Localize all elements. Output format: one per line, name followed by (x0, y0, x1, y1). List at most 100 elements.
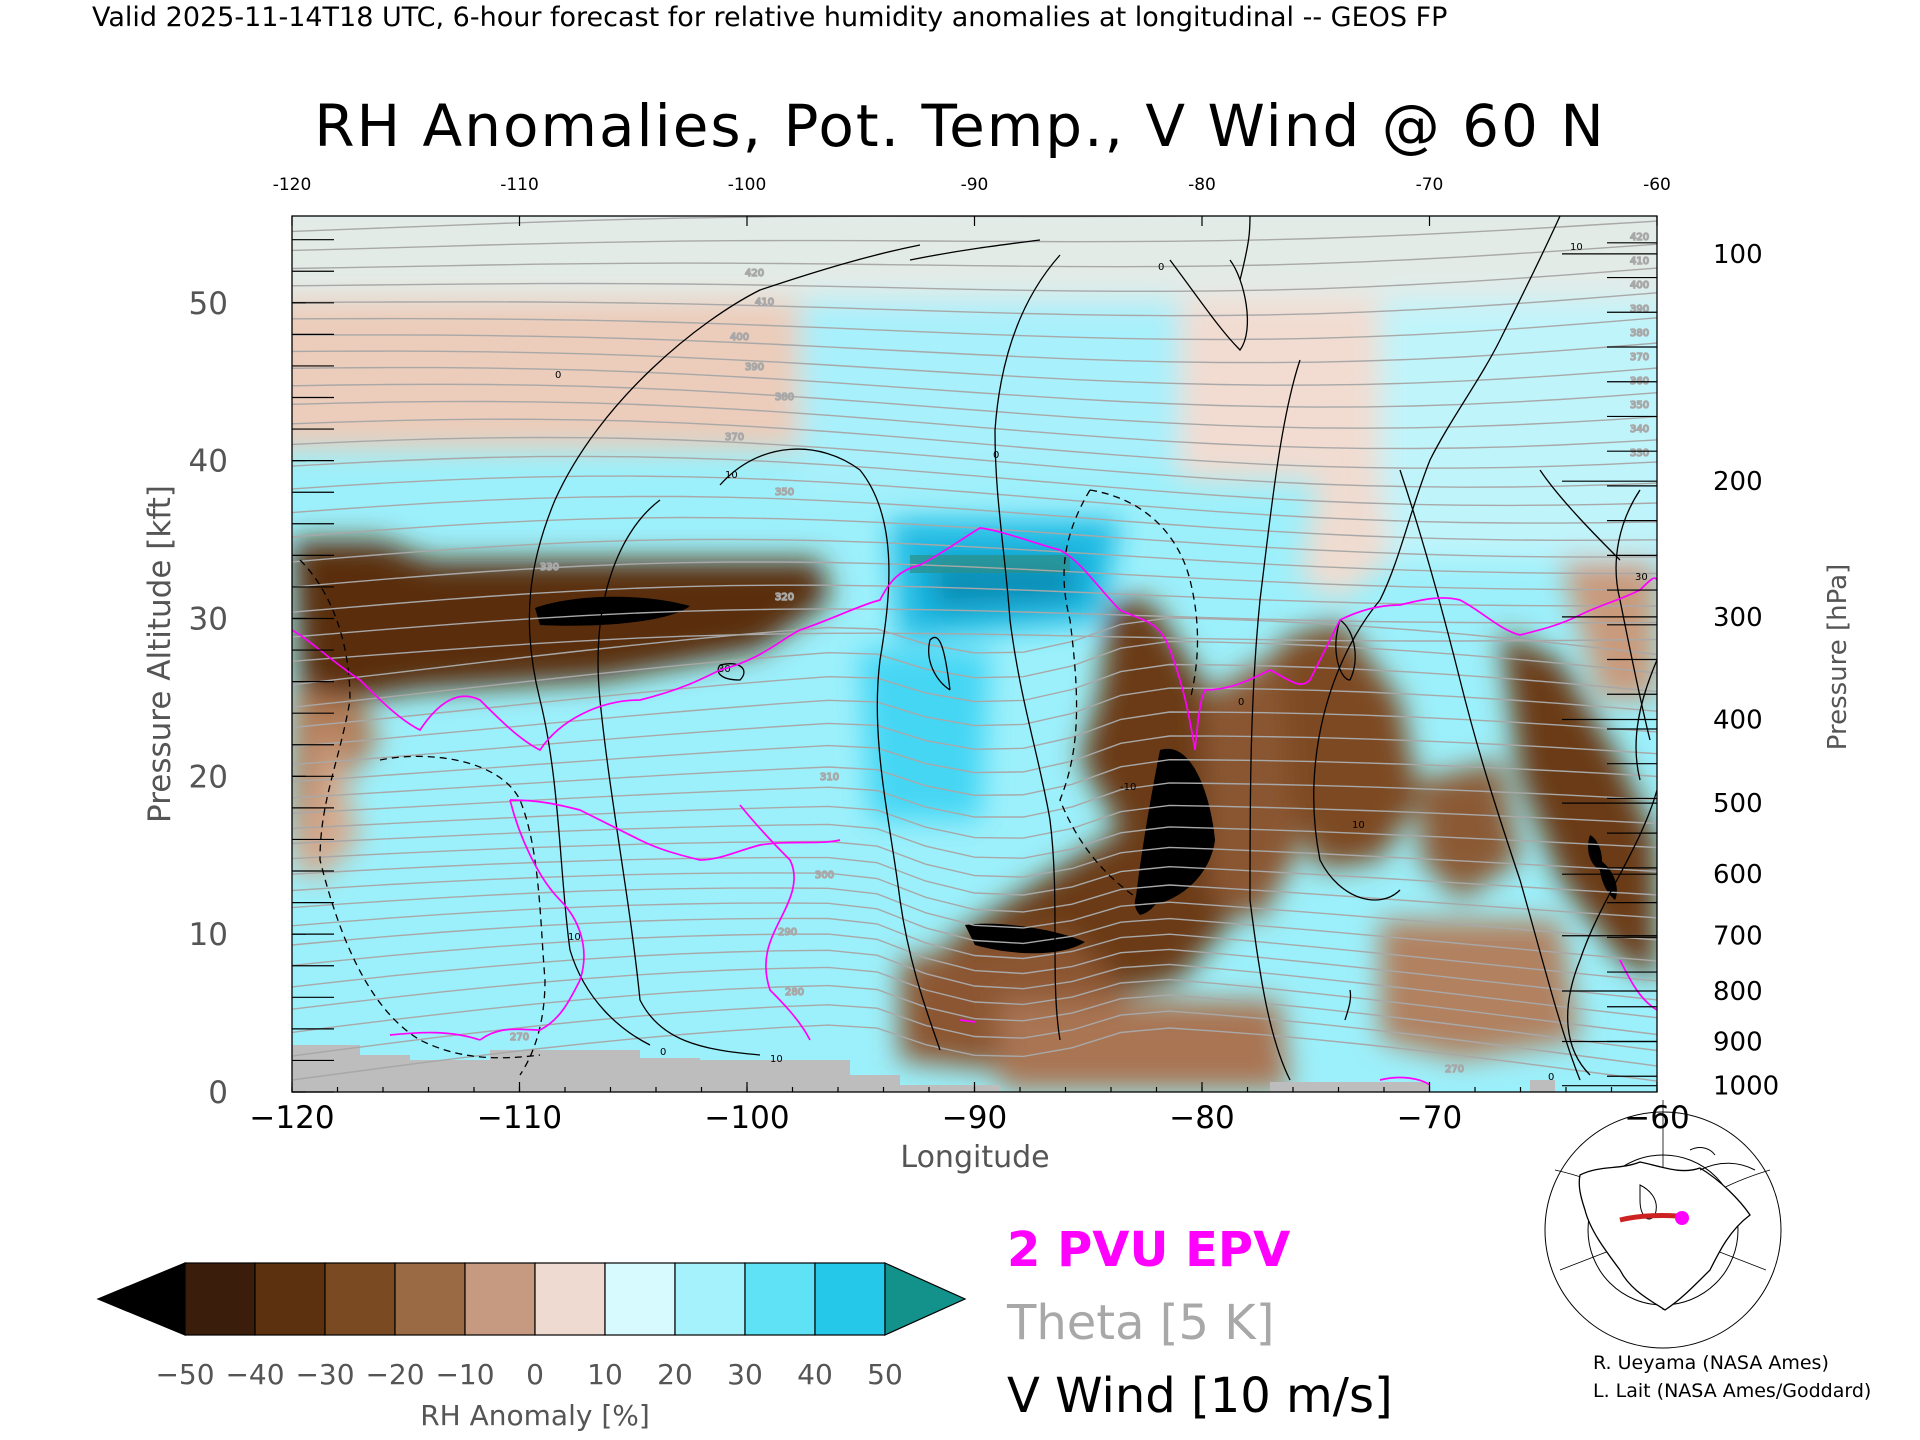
chart-title: RH Anomalies, Pot. Temp., V Wind @ 60 N (314, 92, 1606, 160)
colorbar-under-arrow (96, 1262, 186, 1336)
vwind-contour-label: -10 (1120, 782, 1136, 793)
theta-contour-label: 330 (540, 562, 559, 573)
theta-contour-label: 420 (1630, 232, 1649, 243)
colorbar-tick-label: −40 (225, 1358, 284, 1391)
pressure-tick-label: 900 (1713, 1027, 1763, 1057)
theta-contour-label: 350 (775, 487, 794, 498)
north-america-polar-map-icon (1544, 1100, 1782, 1349)
theta-contour (292, 495, 1657, 542)
theta-contour (292, 758, 1657, 799)
colorbar-tick-label: −50 (155, 1358, 214, 1391)
pressure-tick-label: 600 (1713, 860, 1763, 890)
colorbar-tick-label: −20 (365, 1358, 424, 1391)
vwind-contour-label: 0 (1238, 697, 1244, 708)
rh-anomaly-field: 4204104003903803703603503403304204104003… (292, 216, 1657, 1092)
theta-contour (292, 516, 1657, 558)
vwind-contour-label: 10 (1570, 242, 1583, 253)
credit-line: R. Ueyama (NASA Ames) (1593, 1352, 1829, 1374)
theta-contour (292, 538, 1657, 575)
theta-contours: 4204104003903803703603503403304204104003… (292, 216, 1657, 1082)
x-axis-title: Longitude (900, 1140, 1049, 1175)
theta-contour (292, 711, 1657, 766)
y-tick-label: 10 (189, 917, 228, 953)
theta-contour (292, 663, 1657, 729)
theta-contour (292, 632, 1657, 662)
theta-contour (292, 735, 1657, 783)
y-tick-label: 20 (189, 759, 228, 795)
theta-contour-label: 330 (1630, 448, 1649, 459)
theta-contour-label: 380 (1630, 328, 1649, 339)
theta-contour (292, 350, 1657, 386)
colorbar-swatch (464, 1262, 536, 1336)
theta-contour-label: 340 (1630, 424, 1649, 435)
theta-contour (292, 608, 1657, 638)
colorbar-tick-label: 10 (587, 1358, 623, 1391)
pressure-tick-label: 800 (1713, 977, 1763, 1007)
colorbar-tick-label: −30 (295, 1358, 354, 1391)
theta-contour (292, 984, 1657, 1052)
theta-contour (292, 455, 1657, 507)
pressure-tick-label: 100 (1713, 240, 1763, 270)
vwind-contour-label: 0 (555, 370, 561, 381)
theta-contour (292, 317, 1657, 341)
x-tick-label: −110 (477, 1100, 562, 1136)
theta-contour-label: 400 (1630, 280, 1649, 291)
y-tick-label: 0 (208, 1075, 228, 1111)
theta-contour-label: 420 (745, 268, 764, 279)
colorbar-title: RH Anomaly [%] (420, 1399, 650, 1432)
theta-contour (292, 400, 1657, 450)
theta-contour (292, 966, 1657, 1036)
vwind-contour-label: 0 (1158, 262, 1164, 273)
theta-contour-label: 350 (1630, 400, 1649, 411)
theta-contour (292, 584, 1657, 613)
x-top-tick-label: -100 (728, 175, 767, 195)
pressure-tick-label: 300 (1713, 603, 1763, 633)
colorbar-tick-label: −10 (435, 1358, 494, 1391)
theta-contour (292, 917, 1657, 982)
x-top-tick-label: -120 (273, 175, 312, 195)
y-axis-title: Pressure Altitude [kft] (142, 485, 178, 823)
theta-contour (292, 334, 1657, 364)
legend-epv: 2 PVU EPV (1007, 1222, 1291, 1278)
pressure-tick-label: 700 (1713, 922, 1763, 952)
theta-contour (292, 856, 1657, 896)
theta-contour-label: 390 (745, 362, 764, 373)
theta-contour (292, 687, 1657, 748)
theta-contour (292, 1004, 1657, 1067)
colorbar-swatch (534, 1262, 606, 1336)
vwind-contour-label: 10 (770, 1054, 783, 1065)
colorbar-swatch (744, 1262, 816, 1336)
vwind-contour-label: 10 (725, 470, 738, 481)
colorbar-swatch (184, 1262, 256, 1336)
vwind-contour-label: 0 (1548, 1072, 1554, 1083)
x-top-tick-label: -80 (1188, 175, 1216, 195)
vwind-contour-label: 0 (660, 1047, 666, 1058)
theta-contour-label: 410 (755, 297, 774, 308)
pressure-tick-label: 1000 (1713, 1072, 1779, 1102)
vwind-contour-label: 30 (1635, 572, 1648, 583)
colorbar-tick-label: 30 (727, 1358, 763, 1391)
theta-contour-label: 400 (730, 332, 749, 343)
pressure-tick-label: 500 (1713, 789, 1763, 819)
theta-contour (292, 640, 1657, 708)
legend-theta: Theta [5 K] (1007, 1295, 1275, 1351)
x-tick-label: −100 (704, 1100, 789, 1136)
theta-contour-label: 310 (820, 772, 839, 783)
colorbar-over-arrow (884, 1262, 967, 1336)
legend-vwind: V Wind [10 m/s] (1007, 1368, 1393, 1424)
y-right-axis-title: Pressure [hPa] (1823, 564, 1853, 751)
colorbar-swatch (324, 1262, 396, 1336)
theta-contour (292, 933, 1657, 1001)
theta-contour (292, 617, 1657, 686)
theta-contour-label: 370 (725, 432, 744, 443)
x-tick-label: −60 (1624, 1100, 1689, 1136)
x-top-tick-label: -90 (961, 175, 989, 195)
colorbar-tick-label: 40 (797, 1358, 833, 1391)
x-tick-label: −120 (249, 1100, 334, 1136)
credit-line: L. Lait (NASA Ames/Goddard) (1593, 1380, 1872, 1402)
y-tick-label: 40 (189, 444, 228, 480)
colorbar-swatch (674, 1262, 746, 1336)
forecast-header: Valid 2025-11-14T18 UTC, 6-hour forecast… (92, 2, 1448, 33)
colorbar-swatch (604, 1262, 676, 1336)
theta-contour (292, 840, 1657, 878)
